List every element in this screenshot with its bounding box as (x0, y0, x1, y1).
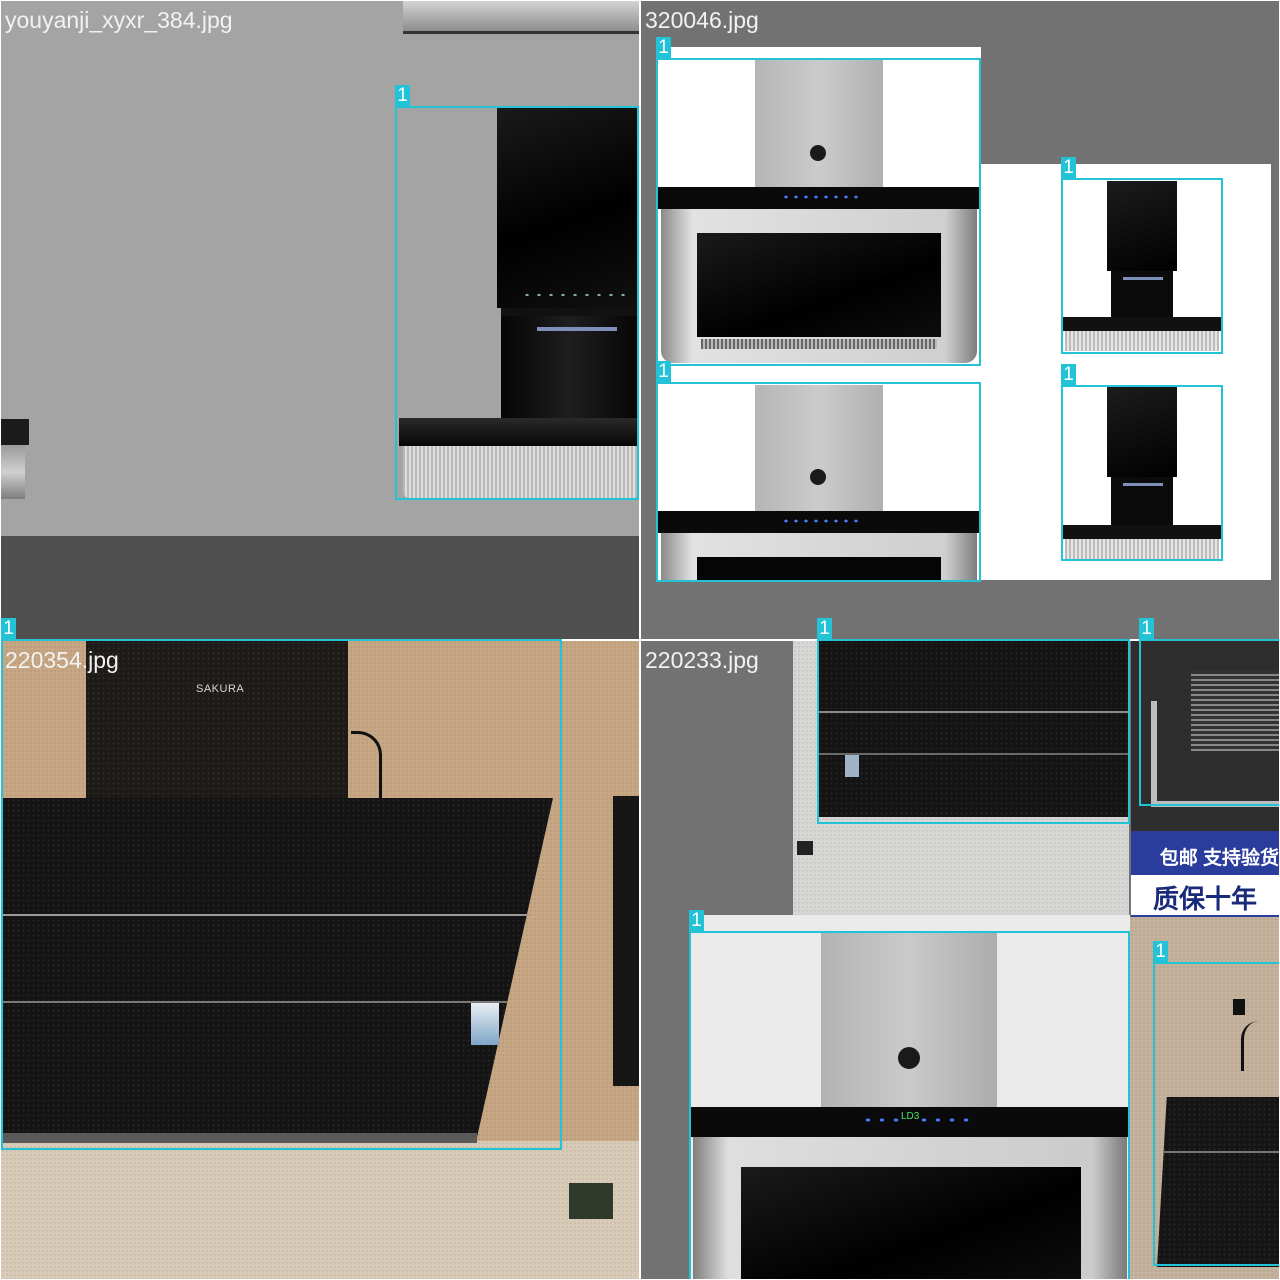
detection-box (656, 58, 981, 366)
mosaic-tile-220354: SAKURA 220354.jpg 1 (1, 641, 639, 1279)
hood-logo (898, 1047, 920, 1069)
hood-glass (697, 233, 941, 337)
adjacent-hood-edge (613, 796, 639, 1086)
detection-box (1061, 385, 1223, 561)
hood-panel-line (819, 753, 1129, 755)
image-filename: 220354.jpg (5, 647, 119, 673)
hood-panel-line (1, 1001, 507, 1003)
hood-glass-body (819, 641, 1129, 817)
detection-box-top-edge (1139, 639, 1279, 641)
banner-text-line2: 质保十年 (1153, 884, 1258, 914)
power-cable (351, 731, 382, 804)
padding-band (1, 536, 639, 639)
partial-hood-top (403, 1, 639, 34)
hood-panel-line (1, 914, 529, 916)
hood-glass-body (1, 798, 553, 1143)
floor-object (797, 841, 813, 855)
hood-panel-line (1163, 1151, 1279, 1153)
class-label-tag: 1 (1, 618, 16, 640)
detection-box-top-edge (817, 639, 1130, 641)
hood-glass (697, 557, 941, 581)
oven-vent (1191, 671, 1279, 751)
banner-strip (1131, 875, 1279, 915)
hood-indicator-row (781, 517, 861, 525)
class-label-tag: 1 (1153, 941, 1168, 963)
class-label-tag: 1 (656, 361, 671, 383)
hood-chimney (755, 59, 883, 189)
hood-base-bar (1063, 525, 1221, 539)
power-cable (1241, 1021, 1264, 1071)
hood-bottom-edge (1, 1133, 477, 1143)
floor-region (1, 1141, 639, 1279)
hood-light-strip (1123, 483, 1163, 486)
hood-chimney (821, 933, 997, 1109)
hood-glass (741, 1167, 1081, 1279)
hood-glass-panel (1107, 181, 1177, 271)
product-sticker (471, 1003, 499, 1045)
detection-box (1, 641, 562, 1150)
detection-box (656, 382, 981, 582)
hood-base-bar (1063, 317, 1221, 331)
hood-light-strip (537, 327, 617, 331)
mosaic-tile-220233: 包邮 支持验货 质保十年 LD3 220233.jpg 1 1 (641, 641, 1279, 1279)
detection-box (1061, 178, 1223, 354)
hood-indicator-row (781, 193, 861, 201)
class-label-tag: 1 (1139, 618, 1154, 640)
image-filename: 220233.jpg (645, 647, 759, 673)
class-label-tag: 1 (395, 85, 410, 107)
hood-glass-panel (1107, 387, 1177, 477)
hood-filter-grill (403, 446, 639, 498)
hood-chimney (86, 641, 348, 801)
detection-box (689, 931, 1130, 1279)
detection-box (1153, 962, 1279, 1266)
hood-base-bar (399, 418, 639, 446)
hood-glass-panel (497, 108, 639, 308)
class-label-tag: 1 (1061, 157, 1076, 179)
mosaic-tile-320046: 320046.jpg 1 1 1 1 (641, 1, 1279, 639)
hood-filter-grill (1065, 539, 1219, 559)
partial-hood-left-base (1, 445, 25, 499)
detection-box-top-edge (1, 639, 562, 641)
hood-logo (810, 469, 826, 485)
partial-hood-left (1, 419, 29, 445)
hood-light-strip (1123, 277, 1163, 280)
hood-chimney (755, 385, 883, 513)
class-label-tag: 1 (689, 910, 704, 932)
floor-object (569, 1183, 613, 1219)
detection-box (1139, 641, 1279, 806)
brand-logo: SAKURA (196, 683, 245, 695)
image-filename: 320046.jpg (645, 7, 759, 33)
hood-filter-grill (1065, 331, 1219, 351)
image-filename: youyanji_xyxr_384.jpg (5, 7, 233, 33)
class-label-tag: 1 (1061, 364, 1076, 386)
detection-box (395, 106, 639, 500)
hood-button-row (521, 291, 633, 299)
product-sticker (845, 755, 859, 777)
hood-panel-line (819, 711, 1129, 713)
class-label-tag: 1 (656, 37, 671, 59)
hood-grill (701, 339, 937, 349)
wall-socket (1233, 999, 1245, 1015)
mosaic-tile-youyanji: youyanji_xyxr_384.jpg 1 (1, 1, 639, 639)
hood-logo (810, 145, 826, 161)
hood-glass-body (1157, 1097, 1279, 1267)
banner-text-line1: 包邮 支持验货 (1159, 848, 1279, 869)
detection-box (817, 641, 1130, 824)
class-label-tag: 1 (817, 618, 832, 640)
hood-display: LD3 (899, 1111, 922, 1122)
